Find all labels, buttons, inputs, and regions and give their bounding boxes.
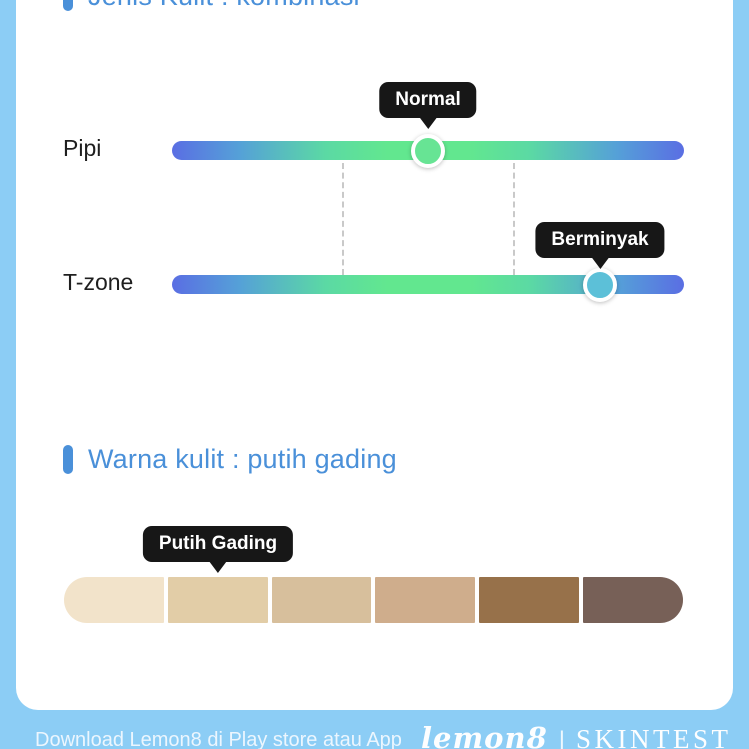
section-heading-skin-type: Jenis Kulit : kombinasi bbox=[63, 0, 360, 12]
skin-tone-swatch bbox=[271, 577, 372, 623]
slider-label-tzone: T-zone bbox=[63, 269, 134, 295]
lemon8-wordmark: lemon8 bbox=[421, 721, 548, 749]
skin-type-title: Jenis Kulit : kombinasi bbox=[88, 0, 360, 12]
zone-divider-dashed-line bbox=[342, 163, 344, 275]
download-cta[interactable]: Download Lemon8 di Play store atau App bbox=[35, 729, 402, 749]
tooltip-berminyak: Berminyak bbox=[535, 222, 665, 258]
slider-label-pipi: Pipi bbox=[63, 135, 102, 161]
skin-tone-title: Warna kulit : putih gading bbox=[88, 444, 397, 474]
skin-tone-palette bbox=[64, 577, 683, 623]
skin-tone-swatch bbox=[64, 577, 164, 623]
zone-divider-dashed-line bbox=[513, 163, 515, 275]
slider-track-pipi[interactable] bbox=[172, 133, 684, 168]
lemon8-skintest-logo: lemon8 | SKINTEST bbox=[421, 721, 732, 749]
heading-marker-bar bbox=[63, 445, 73, 474]
tooltip-putih-gading: Putih Gading bbox=[142, 526, 294, 562]
skin-tone-swatch bbox=[479, 577, 580, 623]
section-heading-skin-tone: Warna kulit : putih gading bbox=[63, 444, 397, 475]
skin-tone-swatch bbox=[375, 577, 476, 623]
skin-tone-swatch-selected bbox=[167, 577, 268, 623]
tooltip-normal: Normal bbox=[379, 82, 477, 118]
slider-thumb-pipi[interactable] bbox=[411, 133, 445, 168]
slider-thumb-tzone[interactable] bbox=[583, 267, 618, 302]
tooltip-berminyak-label: Berminyak bbox=[551, 229, 649, 250]
heading-marker-bar bbox=[63, 0, 73, 11]
slider-track-tzone[interactable] bbox=[172, 267, 684, 302]
skintest-wordmark: SKINTEST bbox=[576, 724, 732, 749]
skin-tone-swatch bbox=[583, 577, 683, 623]
tooltip-normal-label: Normal bbox=[395, 89, 461, 110]
logo-separator: | bbox=[558, 727, 565, 749]
tooltip-putih-gading-label: Putih Gading bbox=[158, 533, 278, 554]
